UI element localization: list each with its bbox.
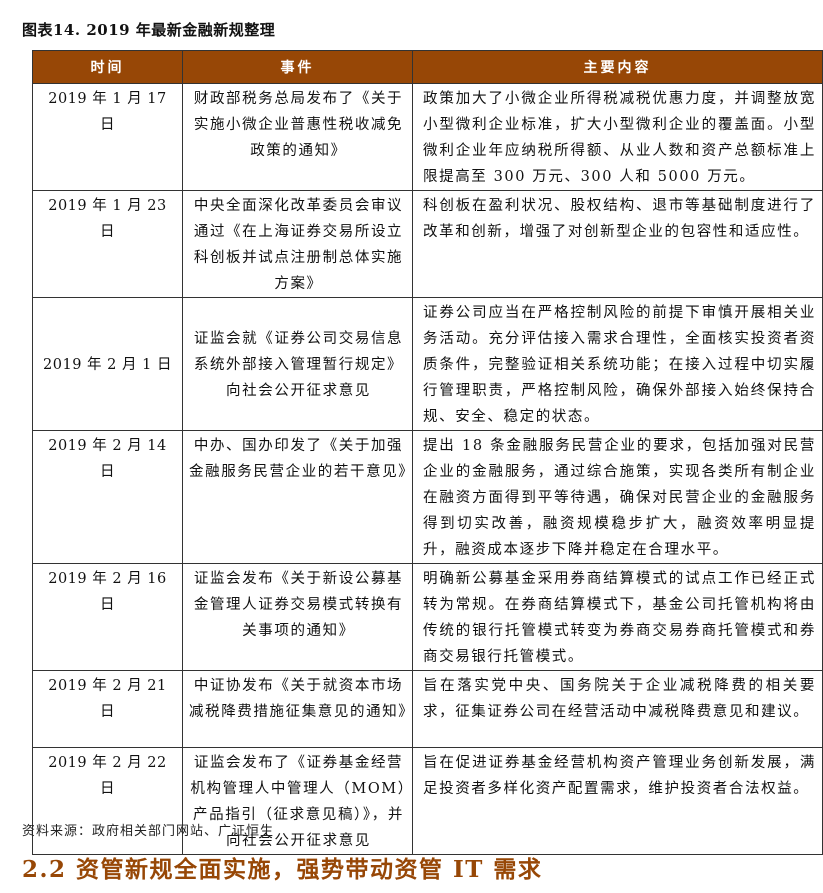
cell-content: 旨在促进证券基金经营机构资产管理业务创新发展，满足投资者多样化资产配置需求，维护…	[412, 747, 823, 855]
table-row: 2019 年 2 月 16 日 证监会发布《关于新设公募基金管理人证券交易模式转…	[32, 563, 823, 671]
cell-content: 政策加大了小微企业所得税减税优惠力度，并调整放宽小型微利企业标准，扩大小型微利企…	[412, 83, 823, 191]
cell-event: 证监会就《证券公司交易信息系统外部接入管理暂行规定》向社会公开征求意见	[182, 297, 413, 431]
cell-content: 科创板在盈利状况、股权结构、退市等基础制度进行了改革和创新，增强了对创新型企业的…	[412, 190, 823, 298]
cell-event: 财政部税务总局发布了《关于实施小微企业普惠性税收减免政策的通知》	[182, 83, 413, 191]
cell-content: 提出 18 条金融服务民营企业的要求，包括加强对民营企业的金融服务，通过综合施策…	[412, 430, 823, 564]
column-header-event: 事件	[182, 50, 413, 84]
section-heading: 2.2 资管新规全面实施，强势带动资管 IT 需求	[22, 856, 543, 883]
figure-caption: 图表14. 2019 年最新金融新规整理	[22, 21, 276, 39]
cell-date: 2019 年 2 月 21 日	[32, 670, 183, 748]
table-header-row: 时间 事件 主要内容	[32, 50, 823, 84]
cell-date: 2019 年 2 月 16 日	[32, 563, 183, 671]
financial-regulations-table: 时间 事件 主要内容 2019 年 1 月 17 日 财政部税务总局发布了《关于…	[32, 50, 823, 855]
cell-event: 中央全面深化改革委员会审议通过《在上海证券交易所设立科创板并试点注册制总体实施方…	[182, 190, 413, 298]
cell-content: 明确新公募基金采用券商结算模式的试点工作已经正式转为常规。在券商结算模式下，基金…	[412, 563, 823, 671]
cell-content: 证券公司应当在严格控制风险的前提下审慎开展相关业务活动。充分评估接入需求合理性，…	[412, 297, 823, 431]
cell-date: 2019 年 2 月 1 日	[32, 297, 183, 431]
column-header-date: 时间	[32, 50, 183, 84]
table-row: 2019 年 1 月 23 日 中央全面深化改革委员会审议通过《在上海证券交易所…	[32, 190, 823, 298]
cell-date: 2019 年 1 月 23 日	[32, 190, 183, 298]
column-header-content: 主要内容	[412, 50, 823, 84]
table-row: 2019 年 2 月 22 日 证监会发布了《证券基金经营机构管理人中管理人（M…	[32, 747, 823, 855]
cell-date: 2019 年 2 月 22 日	[32, 747, 183, 855]
cell-event: 证监会发布了《证券基金经营机构管理人中管理人（MOM）产品指引（征求意见稿）》，…	[182, 747, 413, 855]
table-row: 2019 年 1 月 17 日 财政部税务总局发布了《关于实施小微企业普惠性税收…	[32, 83, 823, 191]
table-row: 2019 年 2 月 14 日 中办、国办印发了《关于加强金融服务民营企业的若干…	[32, 430, 823, 564]
cell-content: 旨在落实党中央、国务院关于企业减税降费的相关要求，征集证券公司在经营活动中减税降…	[412, 670, 823, 748]
cell-event: 证监会发布《关于新设公募基金管理人证券交易模式转换有关事项的通知》	[182, 563, 413, 671]
source-note: 资料来源：政府相关部门网站、广证恒生	[22, 824, 275, 839]
cell-event: 中办、国办印发了《关于加强金融服务民营企业的若干意见》	[182, 430, 413, 564]
table-row: 2019 年 2 月 1 日 证监会就《证券公司交易信息系统外部接入管理暂行规定…	[32, 297, 823, 431]
cell-date: 2019 年 1 月 17 日	[32, 83, 183, 191]
cell-date: 2019 年 2 月 14 日	[32, 430, 183, 564]
cell-event: 中证协发布《关于就资本市场减税降费措施征集意见的通知》	[182, 670, 413, 748]
table-row: 2019 年 2 月 21 日 中证协发布《关于就资本市场减税降费措施征集意见的…	[32, 670, 823, 748]
